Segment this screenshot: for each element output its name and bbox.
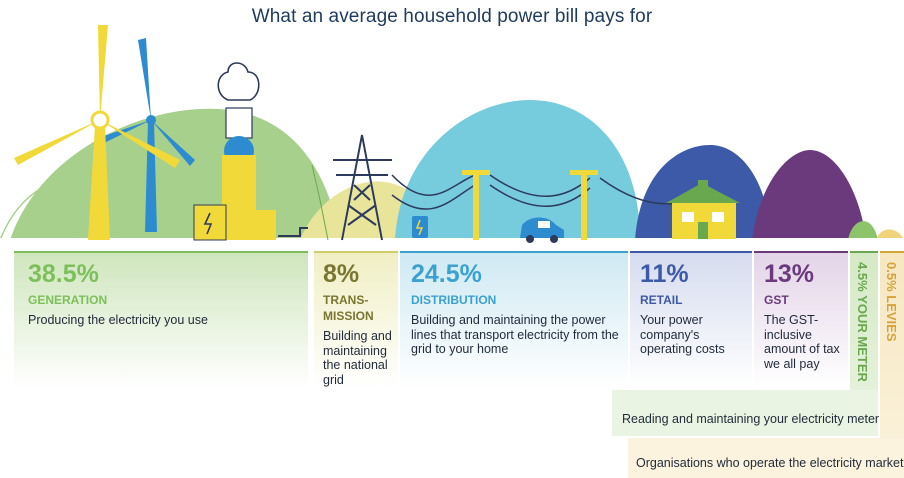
purple-hill bbox=[752, 150, 866, 240]
levies-category: LEVIES bbox=[884, 295, 899, 342]
meter-category: YOUR METER bbox=[855, 295, 870, 382]
gst-label: GST bbox=[764, 293, 789, 307]
transmission-percent: 8% bbox=[323, 260, 360, 288]
distribution-description: Building and maintaining the power lines… bbox=[411, 313, 619, 356]
transmission-label-line1: TRANS- bbox=[323, 293, 369, 307]
small-yellow-hill bbox=[876, 229, 904, 240]
retail-percent: 11% bbox=[640, 260, 689, 288]
meter-percent: 4.5% bbox=[855, 262, 870, 292]
segment-transmission: 8% TRANS- MISSION Building and maintaini… bbox=[323, 253, 397, 387]
generation-label: GENERATION bbox=[28, 293, 108, 307]
blue-hill bbox=[395, 100, 640, 240]
power-station-icon bbox=[193, 62, 308, 241]
power-pole-icon bbox=[462, 170, 598, 240]
levies-label: 0.5% LEVIES bbox=[884, 262, 899, 342]
transmission-tower-icon bbox=[311, 134, 392, 241]
levies-percent: 0.5% bbox=[884, 262, 899, 292]
meter-label: 4.5% YOUR METER bbox=[855, 262, 870, 382]
small-green-hill bbox=[848, 221, 878, 240]
gst-description: The GST-inclusive amount of tax we all p… bbox=[764, 313, 840, 371]
wind-turbine-yellow-icon bbox=[14, 25, 180, 240]
yellow-hill bbox=[300, 181, 420, 240]
transmission-label-line2: MISSION bbox=[323, 309, 374, 323]
segment-gst: 13% GST The GST-inclusive amount of tax … bbox=[764, 253, 840, 371]
transformer-icon bbox=[412, 216, 428, 238]
transmission-description: Building and maintaining the national gr… bbox=[323, 329, 392, 387]
distribution-label: DISTRIBUTION bbox=[411, 293, 497, 307]
levies-description: Organisations who operate the electricit… bbox=[636, 456, 904, 470]
gst-percent: 13% bbox=[764, 260, 815, 288]
generation-percent: 38.5% bbox=[28, 260, 99, 288]
page-title: What an average household power bill pay… bbox=[251, 6, 653, 27]
segment-retail: 11% RETAIL Your power company's operatin… bbox=[640, 253, 748, 357]
left-hill-outline bbox=[0, 176, 101, 241]
distribution-percent: 24.5% bbox=[411, 260, 482, 288]
green-hill bbox=[10, 108, 340, 240]
retail-description: Your power company's operating costs bbox=[640, 313, 725, 356]
meter-description: Reading and maintaining your electricity… bbox=[622, 412, 880, 426]
car-icon bbox=[520, 217, 564, 243]
generation-description: Producing the electricity you use bbox=[28, 313, 208, 327]
house-icon bbox=[666, 180, 740, 239]
segment-generation: 38.5% GENERATION Producing the electrici… bbox=[28, 253, 298, 328]
segment-distribution: 24.5% DISTRIBUTION Building and maintain… bbox=[411, 253, 625, 357]
retail-label: RETAIL bbox=[640, 293, 683, 307]
